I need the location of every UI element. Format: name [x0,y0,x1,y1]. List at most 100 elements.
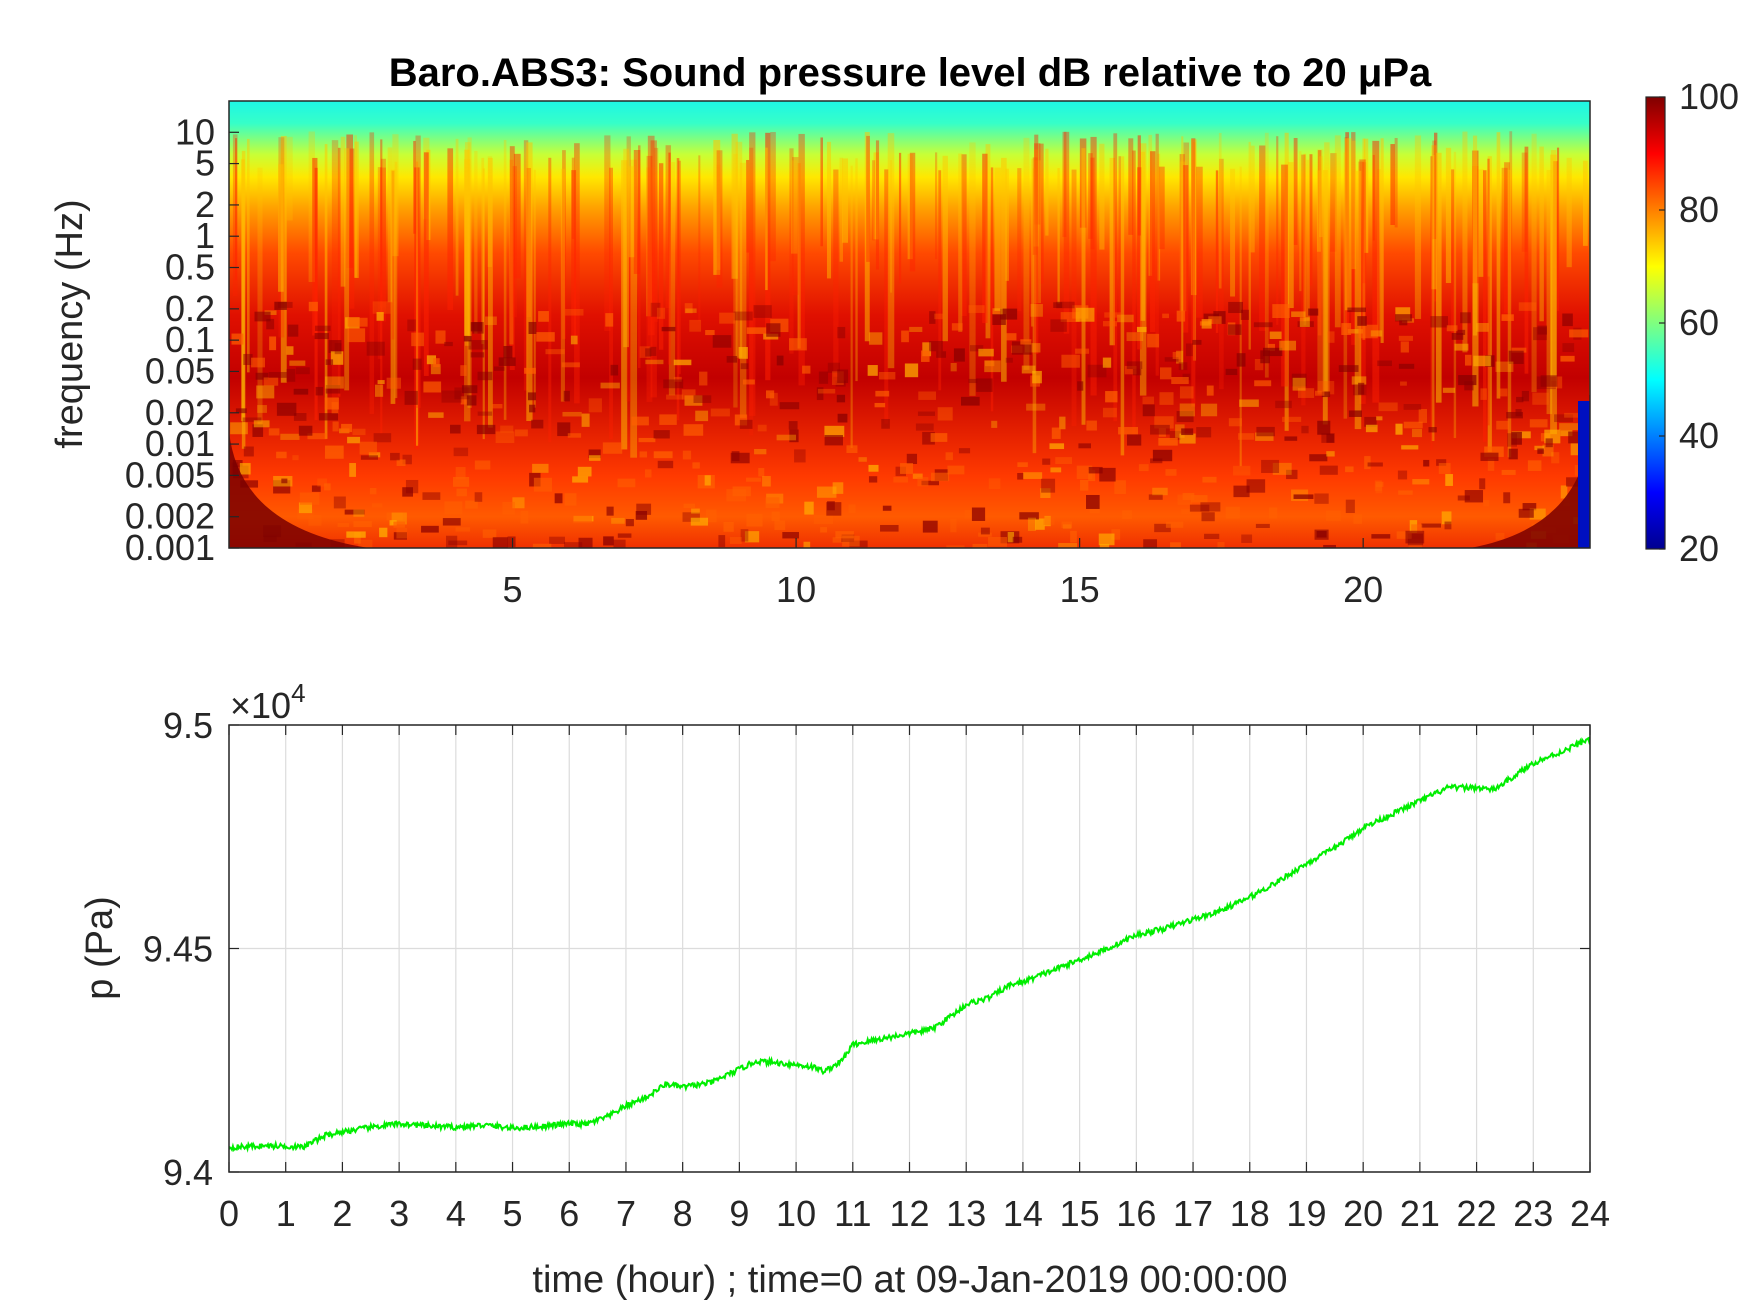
spectrogram-speckle [1325,510,1341,521]
spectrogram-speckle [661,326,676,332]
spectrogram-speckle [1484,446,1504,457]
spectrogram-streak [1380,138,1384,343]
spectrogram-speckle [690,517,709,526]
spectrogram-speckle [1024,343,1041,353]
spectrogram-streak [1179,154,1185,311]
spectrogram-speckle [442,518,461,526]
spectrogram-speckle [1501,314,1514,321]
spectrogram-speckle [1551,452,1560,464]
spectrogram-speckle [1240,309,1249,320]
spectrogram-speckle [1206,385,1214,396]
spectrogram-streak [1376,169,1381,337]
spectrogram-speckle [875,390,890,397]
spectrogram-speckle [1518,302,1537,311]
spectrogram-speckle [837,326,846,339]
spectrogram-speckle [1017,473,1024,480]
spectrogram-speckle [659,414,677,425]
spectrogram-streak [1431,145,1437,290]
spectrogram-speckle [1480,452,1499,461]
spectrogram-speckle [1027,517,1037,531]
colorbar: 100 80 60 40 20 [1645,76,1739,569]
spectrogram-streak [354,141,359,278]
spectrogram-streak [1219,158,1224,390]
spectrogram-speckle [848,504,856,514]
spectrogram-streak [1359,159,1366,404]
spectrogram-streak [387,147,393,303]
spectrogram-speckle [1200,403,1218,417]
spectrogram-speckle [1511,347,1527,353]
spectrogram-speckle [281,478,288,484]
spectrogram-speckle [1503,492,1511,504]
spectrogram-speckle [835,531,854,539]
spectrogram-speckle [1030,304,1043,317]
spectrogram-streak [1431,154,1435,442]
spectrogram-speckle [529,404,536,413]
spectrogram-speckle [1438,463,1451,474]
spectrogram-streak [571,170,577,337]
spectrogram-streak [1345,132,1350,328]
spectrogram-speckle [951,323,963,331]
spectrogram-streak [377,167,382,359]
spectrogram-streak [1509,131,1513,295]
spectrogram-speckle [774,520,786,531]
spectrogram-speckle [446,535,458,548]
spectrogram-speckle [1357,316,1367,326]
spectrogram-speckle [232,460,243,467]
spectrogram-streak [512,166,517,318]
spectrogram-speckle [631,416,649,426]
spectrogram-streak [990,167,994,412]
spectrogram-streak [938,170,942,391]
spectrogram-speckle [239,463,251,475]
spectrogram-speckle [945,452,953,461]
spectrogram-speckle [1061,354,1080,368]
spectrogram-speckle [1411,524,1423,533]
spectrogram-streak [650,140,657,398]
spectrogram-speckle [455,466,466,480]
spectrogram-speckle [386,512,403,521]
spectrogram-streak [1034,160,1041,304]
spectrogram-speckle [1148,494,1163,500]
spectrogram-speckle [739,419,753,429]
spectrogram-speckle [900,463,914,474]
spectrogram-speckle [1005,357,1013,363]
spectrogram-streak [369,132,375,414]
spectrogram-speckle [666,394,684,400]
spectrogram-streak [890,160,893,293]
spectrogram-speckle [1088,466,1103,474]
spectrogram-speckle [1233,485,1250,498]
spectrogram-streak [1139,143,1147,396]
spectrogram-streak [1155,133,1159,376]
spectrogram-speckle [779,402,800,410]
spectrogram-speckle [287,324,299,337]
spectrogram-speckle [314,333,329,340]
spectrogram-speckle [684,395,703,406]
spectrogram-streak [985,144,991,339]
spectrogram-streak [390,169,396,404]
spectrogram-speckle [1246,479,1266,493]
spectrogram-speckle [1086,494,1100,509]
pressure-x-tick-label: 9 [729,1193,749,1234]
spectrogram-speckle [730,452,750,464]
spectrogram-speckle [1260,350,1270,364]
spectrogram-streak [1550,150,1557,381]
spectrogram-speckle [502,501,515,515]
spectrogram-speckle [984,360,1001,373]
spectrogram-speckle [929,340,943,352]
spectrogram-streak [716,150,723,288]
pressure-x-tick-label: 4 [446,1193,466,1234]
spectrogram-streak [1358,161,1365,292]
spectrogram-speckle [1122,510,1132,519]
spectrogram-streak [392,134,399,257]
spectrogram-speckle [538,311,549,322]
spectrogram-speckle [804,501,814,515]
spectrogram-speckle [1376,416,1383,421]
spectrogram-streak [1196,166,1203,318]
spectrogram-speckle [404,390,418,405]
spectrogram-speckle [734,414,748,426]
spectrogram-speckle [1395,314,1412,322]
spectrogram-speckle [577,466,592,477]
spectrogram-speckle [561,362,580,368]
spectrogram-speckle [1102,357,1112,368]
spectrogram-streak [280,135,287,383]
spectrogram-streak [413,140,416,234]
